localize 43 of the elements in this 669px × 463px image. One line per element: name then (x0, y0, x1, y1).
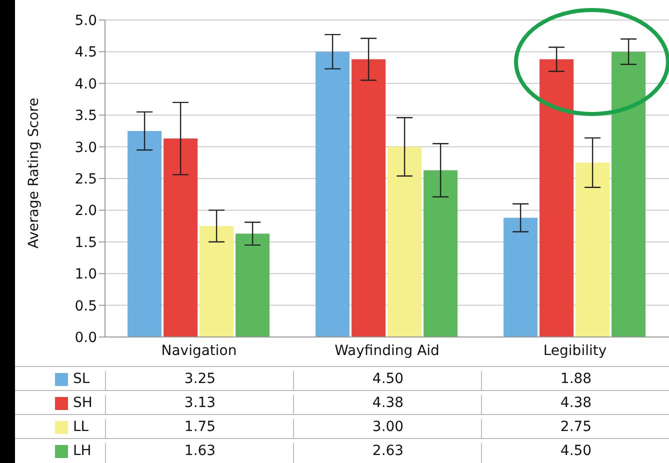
bar (352, 59, 386, 337)
data-label: 4.50 (481, 443, 669, 463)
x-tick-label: Wayfinding Aid (334, 342, 440, 359)
data-label: 4.50 (293, 371, 482, 391)
y-tick-label: 1.0 (74, 266, 97, 283)
y-tick-label: 3.0 (74, 140, 97, 156)
y-tick-label: 2.0 (74, 203, 97, 220)
data-label: 1.63 (105, 443, 294, 463)
data-label: 3.00 (293, 419, 482, 439)
data-label: 1.88 (481, 371, 669, 391)
bar (424, 170, 458, 337)
bar (164, 138, 198, 337)
y-tick-label: 0.0 (74, 330, 97, 346)
data-label: 2.63 (293, 443, 482, 463)
legend-label: SH (73, 395, 92, 411)
legend-label: SL (73, 371, 90, 387)
data-label: 3.25 (105, 371, 294, 391)
y-axis-title: Average Rating Score (26, 98, 42, 248)
y-tick-label: 2.5 (74, 171, 97, 188)
data-label: 2.75 (481, 419, 669, 439)
bar (316, 52, 350, 337)
y-tick-label: 4.5 (74, 44, 97, 61)
y-tick-label: 4.0 (74, 76, 97, 92)
y-tick-label: 1.5 (74, 234, 97, 251)
bar (128, 130, 162, 337)
data-label: 4.38 (481, 395, 669, 415)
x-tick-label: Legibility (543, 342, 607, 359)
data-label: 3.13 (105, 395, 294, 415)
bar (612, 52, 646, 337)
y-tick-label: 3.5 (74, 108, 97, 124)
bar (576, 162, 610, 337)
x-tick-label: Navigation (161, 342, 237, 359)
legend-label: LL (73, 419, 89, 435)
bar (504, 218, 538, 337)
data-label: 1.75 (105, 419, 294, 439)
y-tick-label: 0.5 (74, 298, 97, 314)
bar (236, 234, 270, 337)
bar (388, 146, 422, 337)
bar (200, 226, 234, 337)
bar (540, 59, 574, 337)
legend-label: LH (73, 443, 92, 459)
data-label: 4.38 (293, 395, 482, 415)
y-tick-label: 5.0 (74, 12, 97, 29)
